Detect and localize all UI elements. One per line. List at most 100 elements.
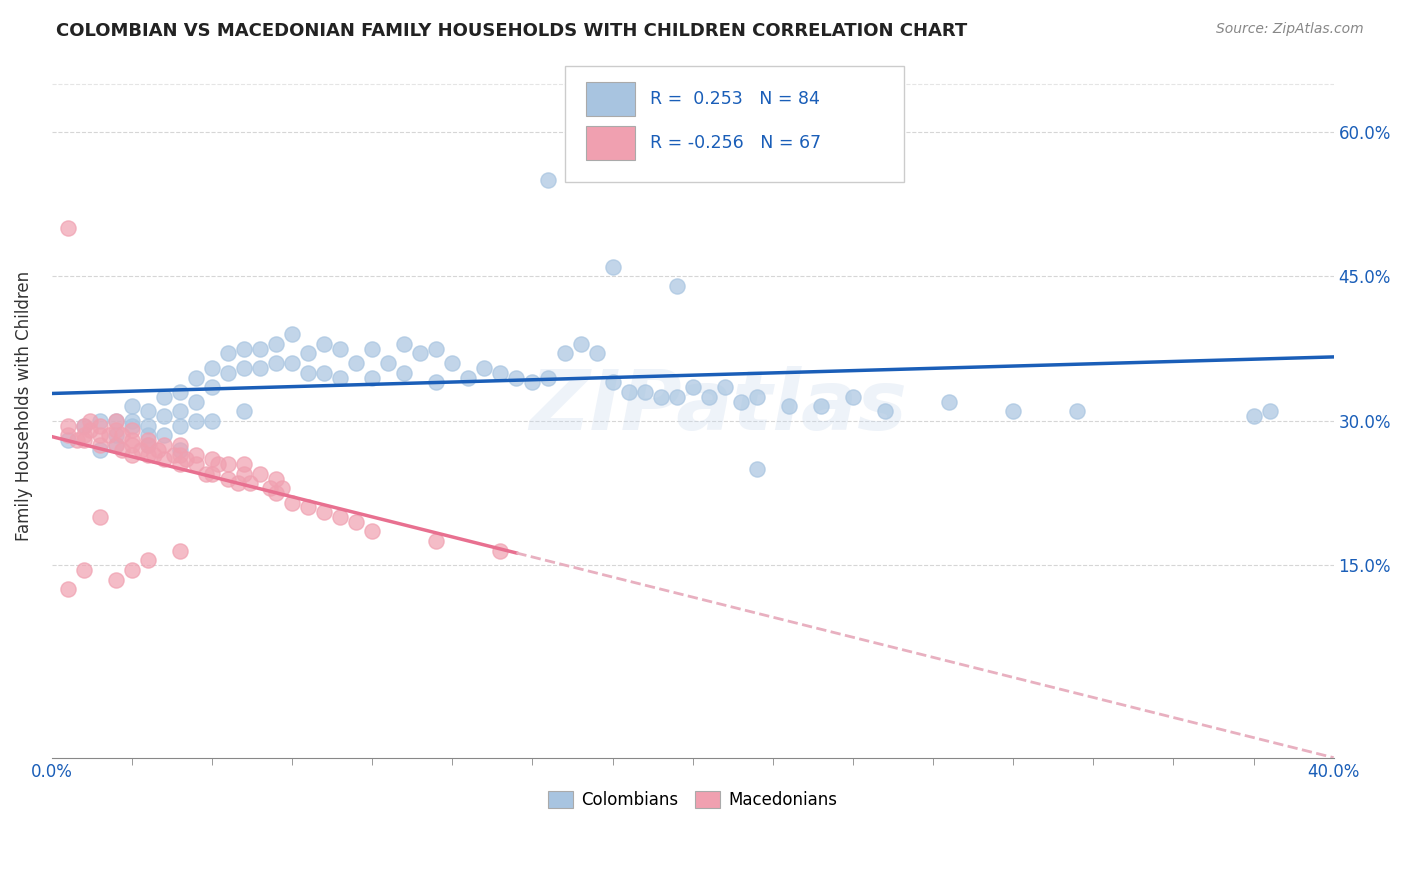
Point — [505, 370, 527, 384]
Point — [153, 428, 176, 442]
Point — [169, 438, 191, 452]
Point — [361, 370, 384, 384]
Point — [425, 534, 447, 549]
Point — [239, 476, 262, 491]
Point — [169, 442, 191, 457]
Point — [136, 448, 159, 462]
Point — [553, 346, 575, 360]
Point — [249, 360, 271, 375]
Point — [259, 481, 281, 495]
Point — [730, 394, 752, 409]
Point — [201, 452, 224, 467]
Point — [153, 390, 176, 404]
Point — [121, 563, 143, 577]
Legend: Colombians, Macedonians: Colombians, Macedonians — [541, 785, 844, 816]
Point — [745, 462, 768, 476]
Point — [377, 356, 399, 370]
Point — [1002, 404, 1025, 418]
Point — [314, 336, 336, 351]
Point — [104, 573, 127, 587]
Point — [73, 433, 96, 447]
Text: COLOMBIAN VS MACEDONIAN FAMILY HOUSEHOLDS WITH CHILDREN CORRELATION CHART: COLOMBIAN VS MACEDONIAN FAMILY HOUSEHOLD… — [56, 22, 967, 40]
Point — [425, 376, 447, 390]
Point — [121, 400, 143, 414]
Point — [394, 336, 416, 351]
Point — [361, 524, 384, 539]
Point — [169, 543, 191, 558]
Point — [89, 510, 111, 524]
Point — [249, 342, 271, 356]
Point — [271, 481, 294, 495]
Point — [474, 360, 496, 375]
Point — [249, 467, 271, 481]
Point — [264, 472, 287, 486]
Point — [121, 448, 143, 462]
Point — [233, 342, 256, 356]
Point — [842, 390, 865, 404]
Point — [457, 370, 479, 384]
Point — [169, 418, 191, 433]
Point — [104, 414, 127, 428]
Point — [233, 467, 256, 481]
Point — [682, 380, 704, 394]
Point — [537, 173, 560, 187]
Point — [153, 409, 176, 423]
Point — [264, 356, 287, 370]
Point — [121, 433, 143, 447]
Point — [184, 457, 207, 471]
Point — [602, 260, 624, 274]
Point — [314, 505, 336, 519]
Point — [233, 360, 256, 375]
Point — [184, 414, 207, 428]
Point — [136, 418, 159, 433]
Point — [650, 390, 672, 404]
Point — [73, 418, 96, 433]
Y-axis label: Family Households with Children: Family Households with Children — [15, 271, 32, 541]
Point — [329, 510, 352, 524]
Point — [89, 414, 111, 428]
Point — [176, 452, 198, 467]
Point — [136, 438, 159, 452]
Point — [938, 394, 960, 409]
Point — [184, 370, 207, 384]
Point — [394, 366, 416, 380]
Point — [226, 476, 249, 491]
Point — [207, 457, 229, 471]
Point — [201, 360, 224, 375]
Point — [665, 390, 688, 404]
Point — [73, 418, 96, 433]
Point — [409, 346, 432, 360]
Point — [153, 438, 176, 452]
Point — [184, 448, 207, 462]
Point — [201, 380, 224, 394]
Point — [217, 346, 239, 360]
Point — [697, 390, 720, 404]
Point — [184, 394, 207, 409]
Point — [104, 414, 127, 428]
Point — [194, 467, 217, 481]
Point — [98, 428, 121, 442]
Point — [153, 452, 176, 467]
Point — [314, 366, 336, 380]
Text: Source: ZipAtlas.com: Source: ZipAtlas.com — [1216, 22, 1364, 37]
Point — [569, 336, 592, 351]
Point — [136, 438, 159, 452]
Text: ZIPatlas: ZIPatlas — [530, 366, 907, 447]
FancyBboxPatch shape — [586, 126, 636, 160]
Point — [713, 380, 735, 394]
Text: R =  0.253   N = 84: R = 0.253 N = 84 — [651, 90, 820, 108]
Point — [136, 404, 159, 418]
Point — [217, 472, 239, 486]
Point — [169, 457, 191, 471]
Point — [169, 384, 191, 399]
Point — [489, 543, 512, 558]
Point — [162, 448, 184, 462]
Point — [136, 553, 159, 567]
Point — [131, 442, 153, 457]
Point — [56, 582, 79, 597]
Point — [297, 500, 319, 515]
Point — [344, 515, 367, 529]
Point — [361, 342, 384, 356]
Point — [873, 404, 896, 418]
Point — [121, 424, 143, 438]
